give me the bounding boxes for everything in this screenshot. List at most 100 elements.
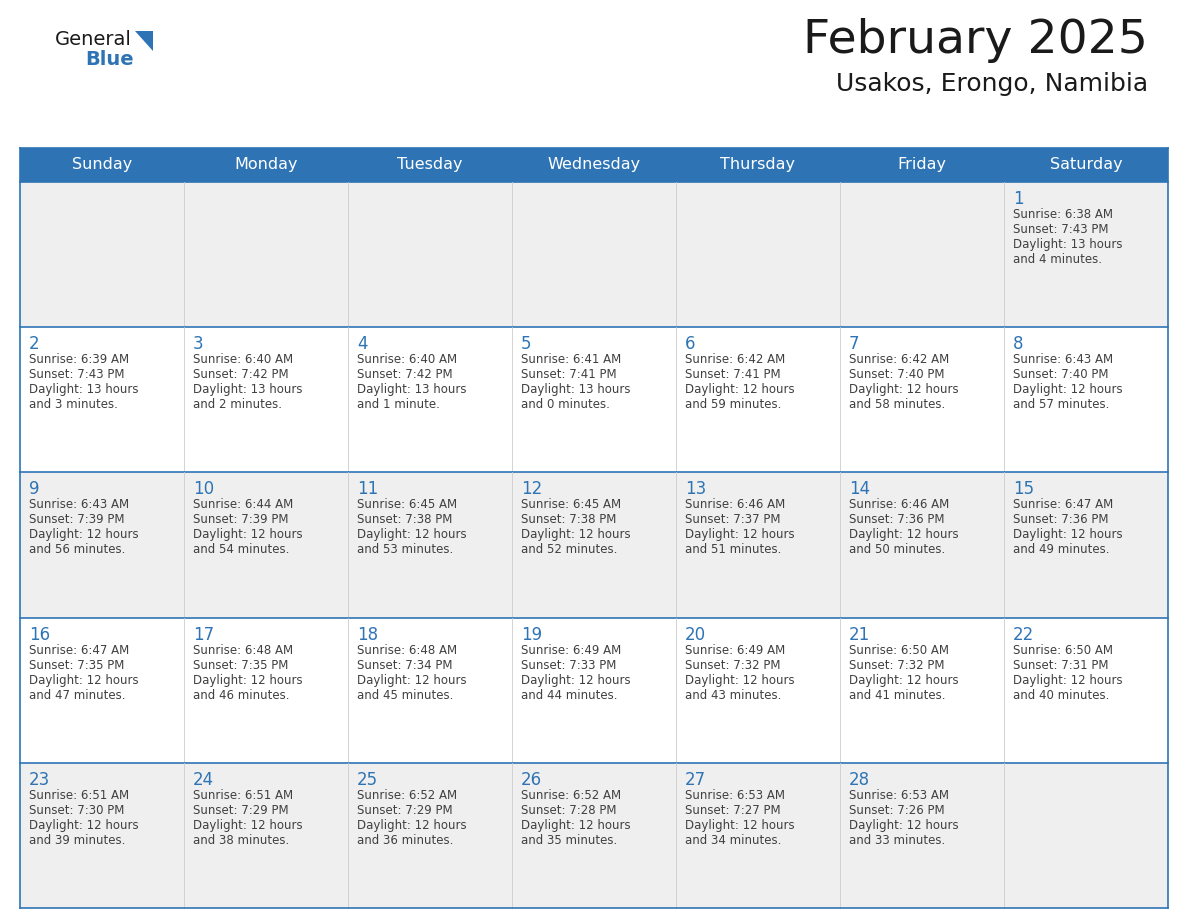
Text: Sunrise: 6:47 AM: Sunrise: 6:47 AM xyxy=(1013,498,1113,511)
Text: Sunset: 7:39 PM: Sunset: 7:39 PM xyxy=(29,513,125,526)
Text: and 44 minutes.: and 44 minutes. xyxy=(522,688,618,701)
Text: Sunset: 7:39 PM: Sunset: 7:39 PM xyxy=(192,513,289,526)
Text: and 39 minutes.: and 39 minutes. xyxy=(29,834,126,846)
Text: and 33 minutes.: and 33 minutes. xyxy=(849,834,946,846)
Text: and 36 minutes.: and 36 minutes. xyxy=(358,834,454,846)
Text: and 1 minute.: and 1 minute. xyxy=(358,398,440,411)
Bar xyxy=(20,182,1168,327)
Text: Sunrise: 6:50 AM: Sunrise: 6:50 AM xyxy=(1013,644,1113,656)
Text: and 56 minutes.: and 56 minutes. xyxy=(29,543,126,556)
Text: Sunrise: 6:53 AM: Sunrise: 6:53 AM xyxy=(849,789,949,801)
Text: Daylight: 12 hours: Daylight: 12 hours xyxy=(522,674,631,687)
Text: Sunrise: 6:39 AM: Sunrise: 6:39 AM xyxy=(29,353,129,366)
Text: Daylight: 13 hours: Daylight: 13 hours xyxy=(192,383,303,397)
Text: Sunrise: 6:46 AM: Sunrise: 6:46 AM xyxy=(685,498,785,511)
Text: 25: 25 xyxy=(358,771,378,789)
Text: Daylight: 12 hours: Daylight: 12 hours xyxy=(1013,383,1123,397)
Bar xyxy=(20,148,1168,182)
Text: Sunset: 7:40 PM: Sunset: 7:40 PM xyxy=(1013,368,1108,381)
Text: Sunrise: 6:53 AM: Sunrise: 6:53 AM xyxy=(685,789,785,801)
Text: Daylight: 12 hours: Daylight: 12 hours xyxy=(685,383,795,397)
Text: Sunrise: 6:52 AM: Sunrise: 6:52 AM xyxy=(358,789,457,801)
Text: Daylight: 12 hours: Daylight: 12 hours xyxy=(1013,674,1123,687)
Text: Sunset: 7:29 PM: Sunset: 7:29 PM xyxy=(192,804,289,817)
Text: Sunrise: 6:42 AM: Sunrise: 6:42 AM xyxy=(849,353,949,366)
Text: Sunset: 7:41 PM: Sunset: 7:41 PM xyxy=(522,368,617,381)
Text: Usakos, Erongo, Namibia: Usakos, Erongo, Namibia xyxy=(836,72,1148,96)
Text: Sunrise: 6:41 AM: Sunrise: 6:41 AM xyxy=(522,353,621,366)
Text: Wednesday: Wednesday xyxy=(548,158,640,173)
Text: Sunrise: 6:45 AM: Sunrise: 6:45 AM xyxy=(358,498,457,511)
Text: Sunset: 7:43 PM: Sunset: 7:43 PM xyxy=(1013,223,1108,236)
Text: Friday: Friday xyxy=(897,158,947,173)
Text: and 59 minutes.: and 59 minutes. xyxy=(685,398,782,411)
Text: 28: 28 xyxy=(849,771,870,789)
Text: Sunrise: 6:46 AM: Sunrise: 6:46 AM xyxy=(849,498,949,511)
Text: Sunset: 7:32 PM: Sunset: 7:32 PM xyxy=(849,658,944,672)
Text: and 49 minutes.: and 49 minutes. xyxy=(1013,543,1110,556)
Text: Sunrise: 6:38 AM: Sunrise: 6:38 AM xyxy=(1013,208,1113,221)
Text: Sunset: 7:40 PM: Sunset: 7:40 PM xyxy=(849,368,944,381)
Text: Sunset: 7:26 PM: Sunset: 7:26 PM xyxy=(849,804,944,817)
Text: Sunset: 7:34 PM: Sunset: 7:34 PM xyxy=(358,658,453,672)
Text: Sunrise: 6:51 AM: Sunrise: 6:51 AM xyxy=(192,789,293,801)
Text: Sunset: 7:33 PM: Sunset: 7:33 PM xyxy=(522,658,617,672)
Text: Daylight: 12 hours: Daylight: 12 hours xyxy=(29,674,139,687)
Bar xyxy=(20,327,1168,473)
Text: Sunset: 7:28 PM: Sunset: 7:28 PM xyxy=(522,804,617,817)
Text: and 46 minutes.: and 46 minutes. xyxy=(192,688,290,701)
Text: Sunrise: 6:47 AM: Sunrise: 6:47 AM xyxy=(29,644,129,656)
Text: and 52 minutes.: and 52 minutes. xyxy=(522,543,618,556)
Text: Sunrise: 6:51 AM: Sunrise: 6:51 AM xyxy=(29,789,129,801)
Text: Sunrise: 6:45 AM: Sunrise: 6:45 AM xyxy=(522,498,621,511)
Text: Daylight: 13 hours: Daylight: 13 hours xyxy=(358,383,467,397)
Text: 20: 20 xyxy=(685,625,706,644)
Text: 3: 3 xyxy=(192,335,203,353)
Text: Daylight: 12 hours: Daylight: 12 hours xyxy=(849,383,959,397)
Text: Sunrise: 6:52 AM: Sunrise: 6:52 AM xyxy=(522,789,621,801)
Text: 24: 24 xyxy=(192,771,214,789)
Text: and 53 minutes.: and 53 minutes. xyxy=(358,543,454,556)
Text: 17: 17 xyxy=(192,625,214,644)
Text: 1: 1 xyxy=(1013,190,1024,208)
Text: Daylight: 12 hours: Daylight: 12 hours xyxy=(358,819,467,832)
Text: and 54 minutes.: and 54 minutes. xyxy=(192,543,290,556)
Text: and 47 minutes.: and 47 minutes. xyxy=(29,688,126,701)
Text: and 34 minutes.: and 34 minutes. xyxy=(685,834,782,846)
Text: and 38 minutes.: and 38 minutes. xyxy=(192,834,289,846)
Text: and 40 minutes.: and 40 minutes. xyxy=(1013,688,1110,701)
Text: Sunset: 7:41 PM: Sunset: 7:41 PM xyxy=(685,368,781,381)
Text: Daylight: 12 hours: Daylight: 12 hours xyxy=(358,674,467,687)
Text: and 35 minutes.: and 35 minutes. xyxy=(522,834,618,846)
Text: Daylight: 12 hours: Daylight: 12 hours xyxy=(849,819,959,832)
Text: 23: 23 xyxy=(29,771,50,789)
Text: and 4 minutes.: and 4 minutes. xyxy=(1013,253,1102,266)
Text: 12: 12 xyxy=(522,480,542,498)
Text: General: General xyxy=(55,30,132,49)
Text: Daylight: 12 hours: Daylight: 12 hours xyxy=(29,529,139,542)
Text: Sunrise: 6:42 AM: Sunrise: 6:42 AM xyxy=(685,353,785,366)
Text: Sunset: 7:43 PM: Sunset: 7:43 PM xyxy=(29,368,125,381)
Text: Sunset: 7:27 PM: Sunset: 7:27 PM xyxy=(685,804,781,817)
Text: Daylight: 13 hours: Daylight: 13 hours xyxy=(1013,238,1123,251)
Text: Sunrise: 6:40 AM: Sunrise: 6:40 AM xyxy=(192,353,293,366)
Text: Sunset: 7:32 PM: Sunset: 7:32 PM xyxy=(685,658,781,672)
Text: 5: 5 xyxy=(522,335,531,353)
Text: Daylight: 12 hours: Daylight: 12 hours xyxy=(358,529,467,542)
Text: Daylight: 12 hours: Daylight: 12 hours xyxy=(685,529,795,542)
Bar xyxy=(20,618,1168,763)
Text: Daylight: 12 hours: Daylight: 12 hours xyxy=(192,819,303,832)
Text: and 45 minutes.: and 45 minutes. xyxy=(358,688,454,701)
Text: Daylight: 12 hours: Daylight: 12 hours xyxy=(192,529,303,542)
Text: 13: 13 xyxy=(685,480,706,498)
Text: and 57 minutes.: and 57 minutes. xyxy=(1013,398,1110,411)
Text: and 3 minutes.: and 3 minutes. xyxy=(29,398,118,411)
Text: Sunset: 7:36 PM: Sunset: 7:36 PM xyxy=(849,513,944,526)
Text: Sunrise: 6:43 AM: Sunrise: 6:43 AM xyxy=(1013,353,1113,366)
Text: 15: 15 xyxy=(1013,480,1034,498)
Text: 6: 6 xyxy=(685,335,695,353)
Text: 8: 8 xyxy=(1013,335,1024,353)
Text: Blue: Blue xyxy=(86,50,133,69)
Text: Daylight: 12 hours: Daylight: 12 hours xyxy=(849,674,959,687)
Text: and 51 minutes.: and 51 minutes. xyxy=(685,543,782,556)
